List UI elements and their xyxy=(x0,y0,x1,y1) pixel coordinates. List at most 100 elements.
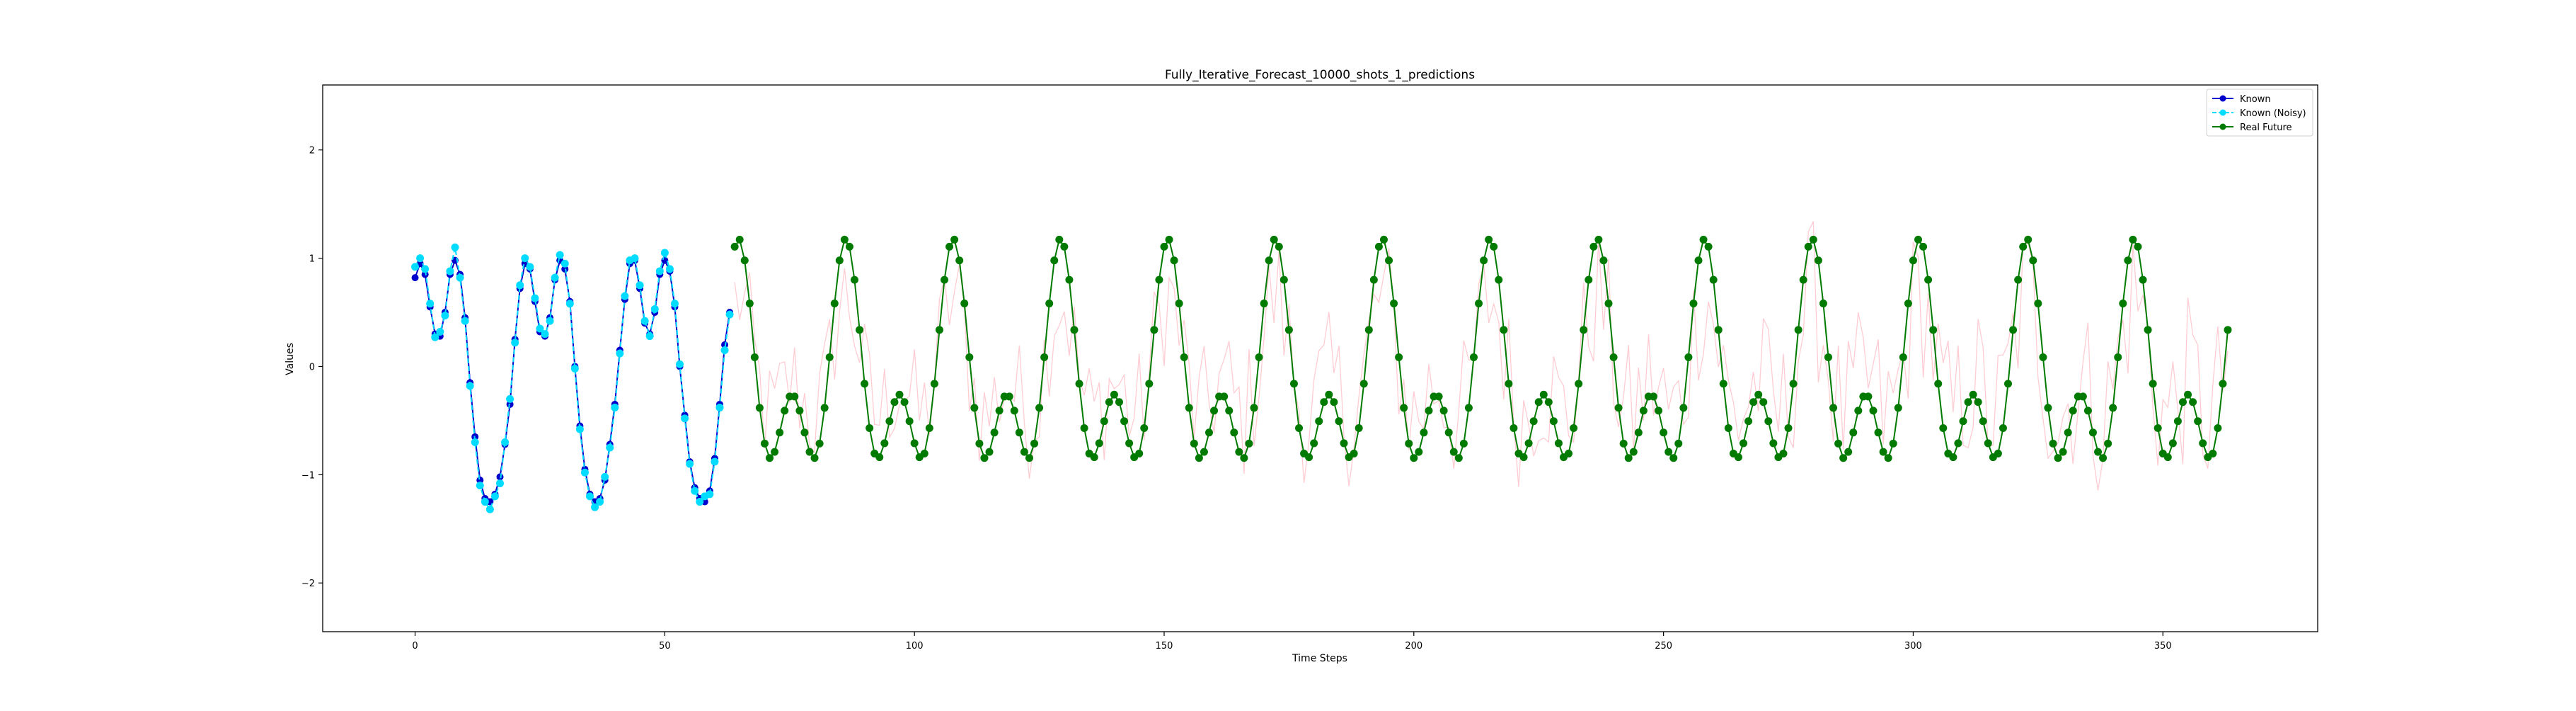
real-future-point xyxy=(1395,353,1403,361)
real-future-point xyxy=(2109,404,2117,412)
real-future-point xyxy=(1454,454,1463,462)
real-future-point xyxy=(730,242,739,251)
real-future-point xyxy=(1674,439,1683,448)
real-future-point xyxy=(830,300,839,308)
real-future-point xyxy=(1185,404,1193,412)
real-future-point xyxy=(1090,453,1098,462)
real-future-point xyxy=(740,256,749,265)
known-noisy-point xyxy=(676,360,684,368)
series-layer xyxy=(411,235,2232,513)
known-noisy-point xyxy=(451,243,459,251)
real-future-point xyxy=(1954,439,1962,448)
real-future-point xyxy=(1230,428,1238,437)
real-future-point xyxy=(1340,439,1348,448)
real-future-point xyxy=(1669,454,1678,462)
real-future-point xyxy=(925,424,933,433)
real-future-point xyxy=(1719,380,1727,388)
real-future-point xyxy=(2114,353,2122,361)
real-future-point xyxy=(1359,380,1368,388)
real-future-point xyxy=(1050,256,1059,265)
known-noisy-point xyxy=(606,443,614,452)
known-noisy-point xyxy=(570,365,579,373)
real-future-point xyxy=(1120,417,1129,426)
known-noisy-point xyxy=(426,300,435,308)
real-future-point xyxy=(905,417,914,426)
real-future-point xyxy=(1075,380,1083,388)
real-future-point xyxy=(1984,439,1992,448)
real-future-point xyxy=(1589,242,1598,251)
real-future-point xyxy=(1874,428,1882,437)
real-future-point xyxy=(1704,242,1713,251)
real-future-point xyxy=(795,406,804,415)
real-future-point xyxy=(1744,417,1753,426)
real-future-point xyxy=(1894,404,1902,412)
real-future-point xyxy=(755,404,764,412)
real-future-point xyxy=(1025,454,1033,462)
real-future-point xyxy=(750,353,759,361)
real-future-point xyxy=(1475,300,1483,308)
known-noisy-point xyxy=(546,317,554,325)
known-noisy-point xyxy=(471,438,479,446)
real-future-point xyxy=(1714,326,1723,334)
real-future-point xyxy=(2134,242,2142,251)
real-future-point xyxy=(1904,300,1912,308)
real-future-point xyxy=(1919,242,1928,251)
real-future-point xyxy=(1539,390,1548,399)
known-noisy-point xyxy=(580,468,589,477)
real-future-point xyxy=(1325,390,1333,399)
real-future-point xyxy=(1889,439,1897,448)
known-noisy-point xyxy=(551,273,559,282)
real-future-point xyxy=(835,256,844,265)
known-noisy-point xyxy=(616,349,624,358)
y-tick-label: −1 xyxy=(301,470,315,481)
real-future-point xyxy=(1505,380,1513,388)
known-noisy-point xyxy=(441,312,449,320)
real-future-point xyxy=(945,242,954,251)
real-future-point xyxy=(1485,235,1493,244)
real-future-point xyxy=(1110,390,1118,399)
known-noisy-point xyxy=(591,503,599,511)
real-future-point xyxy=(2014,275,2023,284)
known-noisy-point xyxy=(466,382,474,390)
real-future-point xyxy=(810,454,819,462)
real-future-point xyxy=(1020,448,1028,456)
real-future-point xyxy=(1734,453,1742,462)
real-future-point xyxy=(1934,380,1943,388)
real-future-point xyxy=(2099,454,2108,462)
known-noisy-point xyxy=(691,487,699,495)
real-future-point xyxy=(1534,398,1543,406)
real-future-point xyxy=(856,326,864,334)
real-future-point xyxy=(2009,326,2018,334)
real-future-point xyxy=(1724,424,1732,433)
real-future-point xyxy=(1834,439,1843,448)
real-future-point xyxy=(1035,404,1044,412)
real-future-point xyxy=(1554,439,1563,448)
real-future-point xyxy=(2184,390,2192,399)
real-future-point xyxy=(935,326,943,334)
known-noisy-point xyxy=(640,317,649,325)
real-future-point xyxy=(1634,428,1643,437)
real-future-point xyxy=(1809,235,1817,244)
real-future-point xyxy=(1410,454,1418,462)
real-future-point xyxy=(1459,439,1468,448)
real-future-point xyxy=(1849,428,1858,437)
real-future-point xyxy=(1250,404,1258,412)
real-future-point xyxy=(1005,392,1013,401)
real-future-point xyxy=(980,454,989,462)
known-noisy-point xyxy=(516,281,524,290)
known-noisy-point xyxy=(601,472,609,481)
real-future-point xyxy=(1310,439,1318,448)
known-noisy-point xyxy=(621,292,629,300)
known-noisy-point xyxy=(526,263,534,271)
known-noisy-point xyxy=(560,259,569,268)
real-future-point xyxy=(1175,300,1183,308)
real-future-point xyxy=(1150,326,1158,334)
real-future-point xyxy=(1949,453,1957,462)
real-future-point xyxy=(2149,380,2157,388)
real-future-point xyxy=(1355,424,1363,433)
real-future-point xyxy=(1330,398,1338,406)
real-future-point xyxy=(1295,424,1304,433)
real-future-point xyxy=(1679,404,1688,412)
real-future-point xyxy=(1969,390,1977,399)
real-future-point xyxy=(1225,406,1234,415)
